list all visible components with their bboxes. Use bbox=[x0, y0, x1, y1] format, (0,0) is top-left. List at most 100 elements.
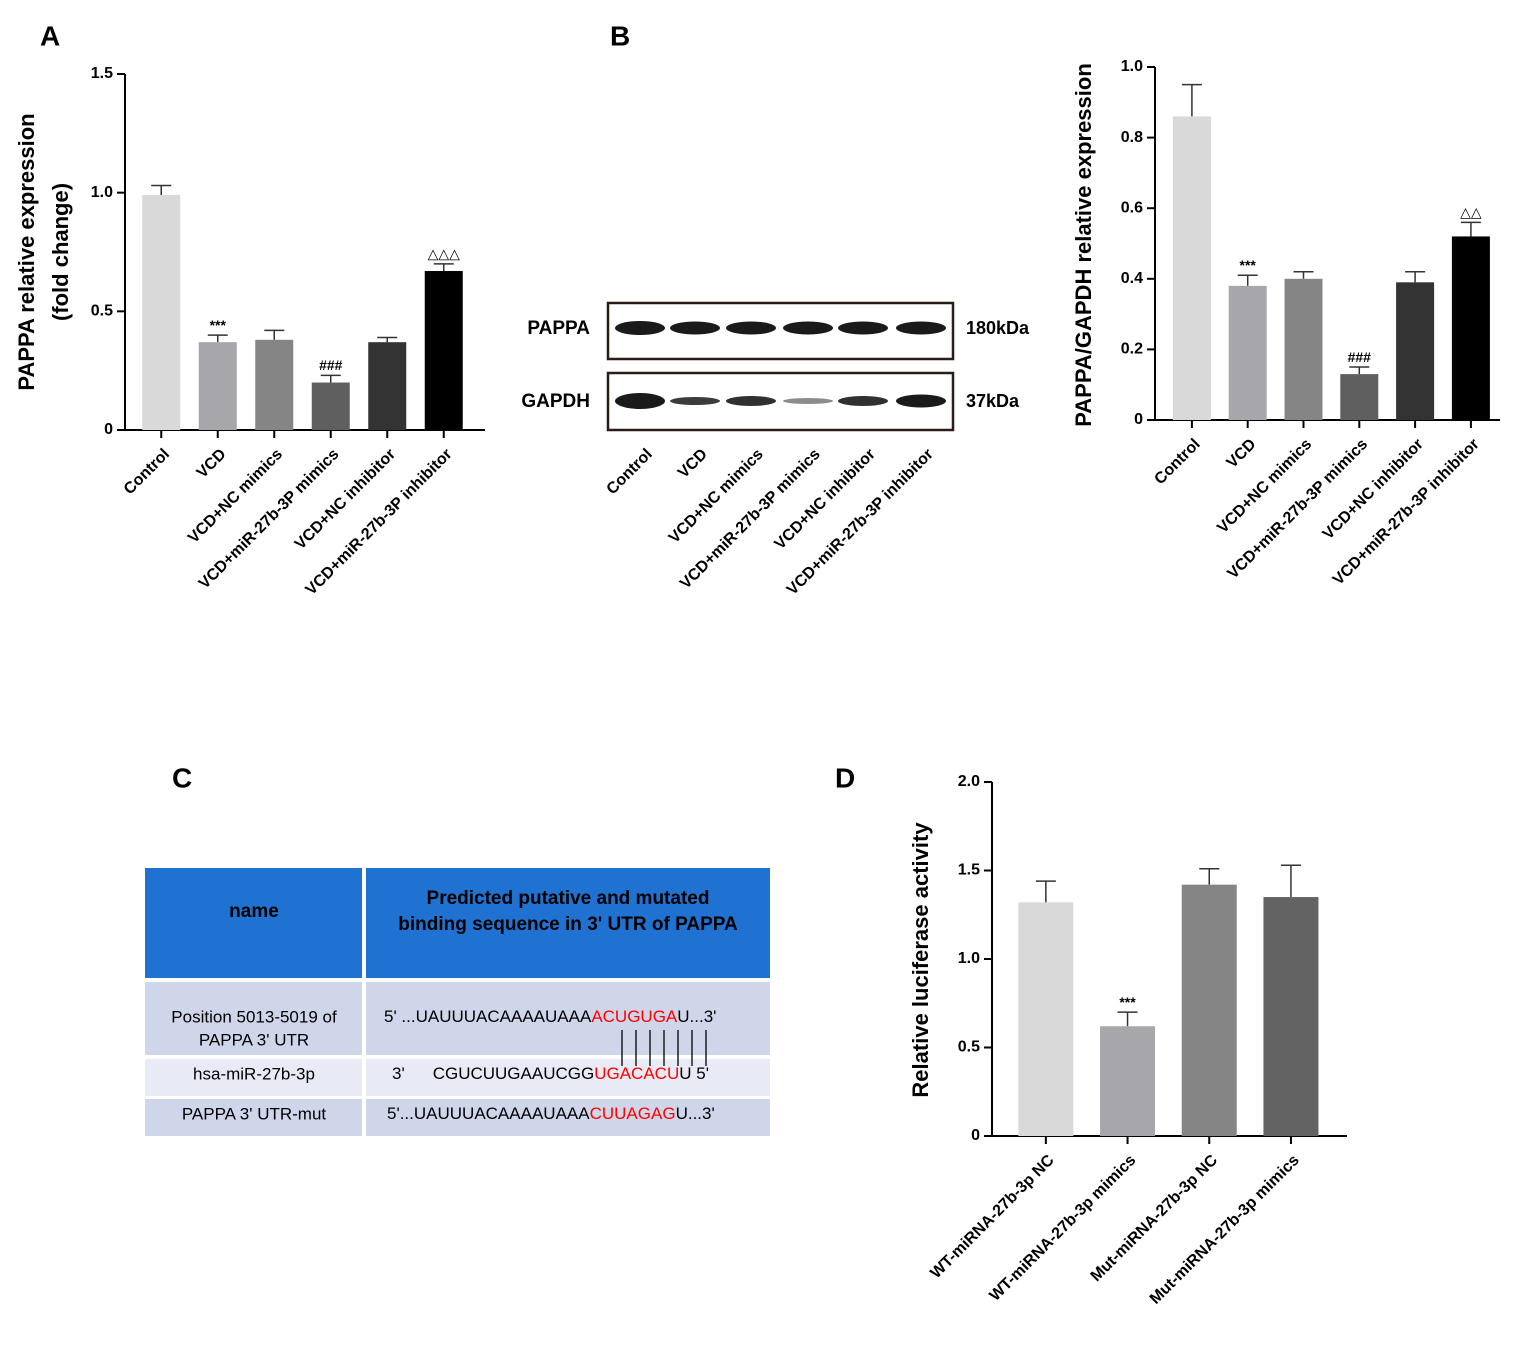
significance-label: ### bbox=[1348, 349, 1372, 365]
row-name: PAPPA 3' UTR-mut bbox=[182, 1104, 327, 1123]
table-cell bbox=[145, 1099, 362, 1136]
panel-label: B bbox=[610, 20, 630, 51]
blot-band bbox=[670, 397, 720, 405]
bar bbox=[1263, 897, 1319, 1136]
y-tick-label: 0.5 bbox=[91, 303, 113, 320]
table-header: binding sequence in 3' UTR of PAPPA bbox=[398, 914, 738, 935]
panel-label: A bbox=[40, 20, 60, 51]
significance-label: *** bbox=[1119, 994, 1136, 1010]
lane-label: VCD+NC mimics bbox=[666, 446, 767, 547]
bar bbox=[1100, 1026, 1156, 1136]
y-tick-label: 1.0 bbox=[1121, 58, 1143, 75]
table-cell bbox=[366, 1059, 770, 1096]
panel-label: D bbox=[835, 762, 855, 793]
bar bbox=[142, 195, 181, 430]
x-tick-label: Control bbox=[121, 446, 173, 498]
x-tick-label: VCD+NC inhibitor bbox=[292, 446, 399, 553]
sequence: 5' ...UAUUUACAAAAUAAAACUGUGAU...3' bbox=[384, 1007, 716, 1026]
bar bbox=[1018, 902, 1074, 1136]
sequence-segment: CGUCUUGAAUCGG bbox=[433, 1064, 595, 1083]
y-axis-label: PAPPA/GAPDH relative expression bbox=[1071, 63, 1096, 427]
bar bbox=[1396, 282, 1435, 420]
sequence-segment: CUUAGAG bbox=[590, 1104, 676, 1123]
sequence: 3' CGUCUUGAAUCGGUGACACUU 5' bbox=[392, 1064, 709, 1083]
significance-label: *** bbox=[1240, 257, 1257, 273]
table-cell bbox=[366, 1099, 770, 1136]
lane-label: VCD bbox=[675, 446, 711, 482]
blot-band bbox=[726, 396, 776, 406]
blot-band bbox=[615, 393, 665, 409]
bar bbox=[1172, 116, 1211, 421]
blot-band bbox=[670, 321, 720, 335]
pairing-lines bbox=[621, 1030, 707, 1066]
table-header-cell bbox=[366, 868, 770, 978]
blot-band bbox=[726, 321, 776, 335]
blot-band bbox=[783, 398, 833, 404]
y-tick-label: 0 bbox=[104, 421, 113, 438]
significance-label: ### bbox=[319, 357, 343, 373]
sequence-segment: 5' ...UAUUUACAAAAUAAA bbox=[384, 1007, 592, 1026]
table-header-cell bbox=[145, 868, 362, 978]
y-tick-label: 0.8 bbox=[1121, 129, 1143, 146]
y-tick-label: 0.6 bbox=[1121, 199, 1143, 216]
y-axis-label: PAPPA relative expression bbox=[14, 113, 39, 390]
bar bbox=[424, 270, 463, 430]
blot-frame bbox=[606, 301, 955, 361]
table-cell bbox=[145, 982, 362, 1055]
blot-frame bbox=[606, 371, 955, 432]
bar bbox=[255, 339, 294, 430]
blot-band bbox=[838, 321, 888, 335]
y-tick-label: 0.4 bbox=[1121, 270, 1143, 287]
significance-label: △△ bbox=[1460, 204, 1482, 220]
blot-size: 180kDa bbox=[966, 318, 1030, 338]
y-tick-label: 0.5 bbox=[958, 1039, 980, 1056]
significance-label: △△△ bbox=[428, 246, 461, 262]
sequence: 5'...UAUUUACAAAAUAAACUUAGAGU...3' bbox=[387, 1104, 715, 1123]
panel-label: C bbox=[172, 762, 192, 793]
y-tick-label: 2.0 bbox=[958, 773, 980, 790]
blot-band bbox=[838, 396, 888, 406]
bar bbox=[1228, 285, 1267, 420]
x-tick-label: VCD+NC mimics bbox=[185, 446, 286, 547]
x-tick-label: VCD bbox=[1224, 436, 1260, 472]
sequence-segment: U...3' bbox=[676, 1104, 715, 1123]
blot-size: 37kDa bbox=[966, 391, 1020, 411]
bar bbox=[1451, 236, 1490, 420]
blot-band bbox=[615, 321, 665, 335]
x-tick-label: VCD+NC mimics bbox=[1214, 436, 1315, 537]
row-name: Position 5013-5019 of bbox=[171, 1007, 337, 1026]
sequence-segment: ACUGUGA bbox=[591, 1007, 678, 1026]
x-tick-label: VCD+NC inhibitor bbox=[1320, 436, 1427, 543]
y-tick-label: 1.0 bbox=[958, 950, 980, 967]
row-name: hsa-miR-27b-3p bbox=[193, 1064, 315, 1083]
bar bbox=[1181, 884, 1237, 1136]
blot-band bbox=[783, 321, 833, 335]
sequence-segment: 3' bbox=[392, 1064, 405, 1083]
blot-band bbox=[896, 394, 946, 408]
y-tick-label: 1.0 bbox=[91, 184, 113, 201]
lane-label: Control bbox=[604, 446, 656, 498]
y-axis-label: (fold change) bbox=[48, 183, 73, 321]
row-name: PAPPA 3' UTR bbox=[199, 1030, 309, 1049]
bar bbox=[368, 342, 407, 430]
sequence-segment: UGACACU bbox=[594, 1064, 679, 1083]
bar bbox=[1340, 374, 1379, 420]
significance-label: *** bbox=[210, 317, 227, 333]
lane-label: VCD+NC inhibitor bbox=[772, 446, 879, 553]
blot-band bbox=[896, 321, 946, 335]
y-tick-label: 0 bbox=[1134, 411, 1143, 428]
blot-label: GAPDH bbox=[521, 391, 590, 412]
y-tick-label: 1.5 bbox=[91, 65, 113, 82]
table-header: name bbox=[229, 901, 279, 922]
blot-label: PAPPA bbox=[527, 318, 590, 339]
y-axis-label: Relative luciferase activity bbox=[908, 822, 933, 1098]
table-cell bbox=[145, 1059, 362, 1096]
y-tick-label: 0.2 bbox=[1121, 341, 1143, 358]
x-tick-label: VCD bbox=[194, 446, 230, 482]
table-cell bbox=[366, 982, 770, 1055]
x-tick-label: Control bbox=[1151, 436, 1203, 488]
x-tick-label: Mut-miRNA-27b-3p mimics bbox=[1147, 1152, 1303, 1308]
table-header: Predicted putative and mutated bbox=[427, 888, 710, 909]
x-tick-label: WT-miRNA-27b-3p mimics bbox=[987, 1152, 1140, 1305]
